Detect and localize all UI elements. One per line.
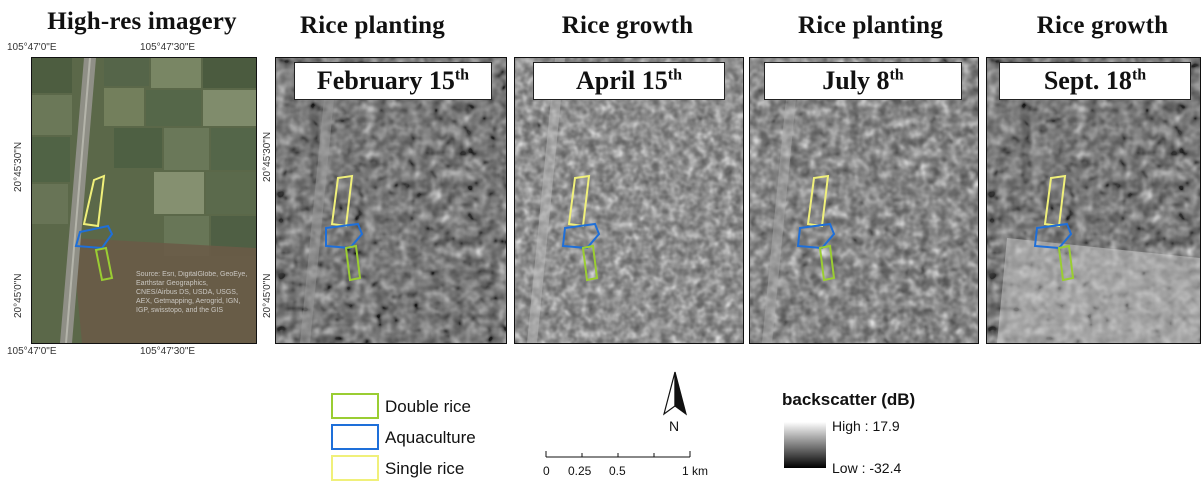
- legend-label-aquaculture: Aquaculture: [385, 428, 476, 447]
- scale-tick-1km: 1 km: [682, 464, 709, 478]
- backscatter-high-label: High : 17.9: [832, 418, 900, 434]
- date-suffix: th: [1131, 66, 1147, 84]
- lat-label-bottom: 20°45'0"N: [13, 273, 24, 319]
- satellite-image: [32, 58, 256, 343]
- heading-rice-growth-1: Rice growth: [561, 12, 694, 39]
- date-label-jul: July 8th: [764, 62, 962, 100]
- legend-swatch-single-rice: [331, 455, 379, 481]
- sar-image: [750, 58, 978, 343]
- lon-label-top-left: 105°47'0"E: [7, 42, 57, 53]
- date-main: February 15: [316, 66, 455, 95]
- legend: Double rice Aquaculture Single rice: [331, 390, 531, 482]
- date-main: July 8: [822, 66, 890, 95]
- lon-label-bottom-right: 105°47'30"E: [140, 346, 196, 357]
- imagery-attribution: Source: Esri, DigitalGlobe, GeoEye, Eart…: [136, 271, 248, 314]
- scale-tick-05: 0.5: [609, 464, 626, 478]
- sar-panel-sep: Sept. 18th: [986, 57, 1201, 344]
- legend-label-double-rice: Double rice: [385, 397, 471, 416]
- scale-bar-graphic: [545, 451, 691, 458]
- highres-imagery-panel: Source: Esri, DigitalGlobe, GeoEye, Eart…: [31, 57, 257, 344]
- lat-label-top: 20°45'30"N: [13, 141, 24, 192]
- sar-image: [276, 58, 506, 343]
- scale-bar: 0 0.25 0.5 1 km: [540, 448, 710, 478]
- lat-label-sar-top: 20°45'30"N: [262, 131, 273, 182]
- legend-label-single-rice: Single rice: [385, 459, 465, 478]
- backscatter-title: backscatter (dB): [782, 390, 916, 409]
- sar-image: [987, 58, 1200, 343]
- date-label-sep: Sept. 18th: [999, 62, 1191, 100]
- sar-image: [515, 58, 743, 343]
- sar-panel-apr: April 15th: [514, 57, 744, 344]
- backscatter-low-label: Low : -32.4: [832, 460, 902, 476]
- backscatter-color-ramp: [784, 422, 826, 468]
- lon-label-top-right: 105°47'30"E: [140, 42, 196, 53]
- legend-swatch-double-rice: [331, 393, 379, 419]
- lat-label-sar-bottom: 20°45'0"N: [262, 273, 273, 319]
- heading-rice-growth-2: Rice growth: [1036, 12, 1169, 39]
- heading-highres: High-res imagery: [47, 8, 237, 35]
- date-main: April 15: [576, 66, 668, 95]
- scale-tick-025: 0.25: [568, 464, 592, 478]
- north-arrow: N: [660, 370, 690, 440]
- heading-rice-planting-2: Rice planting: [798, 12, 943, 39]
- date-label-feb: February 15th: [294, 62, 492, 100]
- north-arrow-icon: [662, 371, 688, 416]
- date-main: Sept. 18: [1043, 66, 1132, 95]
- date-label-apr: April 15th: [533, 62, 725, 100]
- legend-swatch-aquaculture: [331, 424, 379, 450]
- heading-rice-planting-1: Rice planting: [300, 12, 445, 39]
- sar-panel-jul: July 8th: [749, 57, 979, 344]
- sar-panel-feb: February 15th: [275, 57, 507, 344]
- date-suffix: th: [454, 66, 470, 84]
- scale-tick-0: 0: [543, 464, 550, 478]
- north-label: N: [669, 418, 680, 434]
- lon-label-bottom-left: 105°47'0"E: [7, 346, 57, 357]
- date-suffix: th: [889, 66, 904, 84]
- date-suffix: th: [667, 66, 682, 84]
